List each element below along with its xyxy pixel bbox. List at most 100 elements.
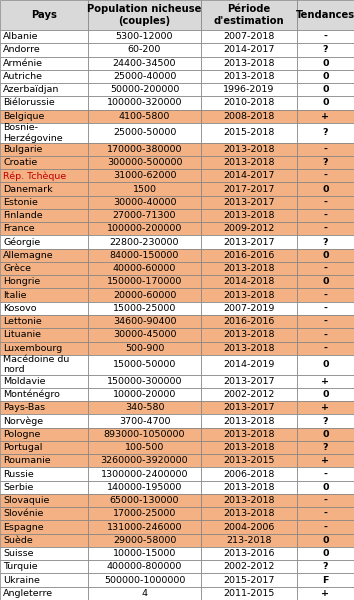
Text: Serbie: Serbie (3, 483, 33, 492)
Text: 0: 0 (322, 72, 329, 81)
Bar (0, 481, 88, 494)
Bar (201, 560, 297, 574)
Text: Andorre: Andorre (3, 46, 41, 55)
Text: 0: 0 (322, 483, 329, 492)
Text: 0: 0 (322, 251, 329, 260)
Bar (297, 494, 354, 507)
Bar (297, 302, 354, 315)
Bar (297, 520, 354, 534)
Text: -: - (324, 344, 327, 353)
Text: 150000-170000: 150000-170000 (107, 277, 182, 286)
Text: -: - (324, 509, 327, 518)
Bar (88, 494, 201, 507)
Bar (88, 289, 201, 302)
Bar (88, 196, 201, 209)
Text: 2013-2015: 2013-2015 (223, 457, 275, 466)
Text: -: - (324, 145, 327, 154)
Text: -: - (324, 172, 327, 181)
Text: Géorgie: Géorgie (3, 238, 40, 247)
Text: 4: 4 (142, 589, 148, 598)
Text: 22800-230000: 22800-230000 (110, 238, 179, 247)
Bar (297, 156, 354, 169)
Bar (297, 209, 354, 222)
Text: 2013-2018: 2013-2018 (223, 483, 275, 492)
Text: 24400-34500: 24400-34500 (113, 59, 176, 68)
Bar (297, 169, 354, 182)
Bar (201, 196, 297, 209)
Bar (88, 182, 201, 196)
Bar (88, 560, 201, 574)
Bar (88, 467, 201, 481)
Text: 100-500: 100-500 (125, 443, 164, 452)
Bar (88, 156, 201, 169)
Text: Biélorussie: Biélorussie (3, 98, 55, 107)
Bar (88, 0, 201, 30)
Text: Moldavie: Moldavie (3, 377, 46, 386)
Bar (88, 507, 201, 520)
Bar (88, 262, 201, 275)
Bar (201, 454, 297, 467)
Bar (88, 249, 201, 262)
Bar (201, 83, 297, 96)
Text: 5300-12000: 5300-12000 (116, 32, 173, 41)
Text: 2013-2018: 2013-2018 (223, 344, 275, 353)
Bar (0, 156, 88, 169)
Text: 2013-2018: 2013-2018 (223, 158, 275, 167)
Text: Angleterre: Angleterre (3, 589, 53, 598)
Bar (297, 481, 354, 494)
Bar (0, 43, 88, 56)
Bar (0, 169, 88, 182)
Bar (88, 401, 201, 415)
Text: +: + (321, 377, 330, 386)
Text: Italie: Italie (3, 290, 27, 299)
Bar (88, 374, 201, 388)
Text: 25000-50000: 25000-50000 (113, 128, 176, 137)
Bar (88, 222, 201, 235)
Bar (297, 196, 354, 209)
Bar (88, 481, 201, 494)
Bar (88, 56, 201, 70)
Bar (88, 30, 201, 43)
Bar (88, 70, 201, 83)
Bar (297, 341, 354, 355)
Bar (201, 388, 297, 401)
Bar (0, 560, 88, 574)
Bar (88, 441, 201, 454)
Bar (297, 143, 354, 156)
Text: 2013-2018: 2013-2018 (223, 72, 275, 81)
Text: Arménie: Arménie (3, 59, 43, 68)
Text: 30000-40000: 30000-40000 (113, 198, 176, 207)
Bar (88, 428, 201, 441)
Bar (88, 415, 201, 428)
Bar (201, 43, 297, 56)
Bar (201, 0, 297, 30)
Text: Finlande: Finlande (3, 211, 42, 220)
Bar (88, 574, 201, 587)
Bar (297, 275, 354, 289)
Text: Hongrie: Hongrie (3, 277, 40, 286)
Bar (201, 481, 297, 494)
Bar (297, 0, 354, 30)
Bar (297, 507, 354, 520)
Bar (88, 110, 201, 123)
Bar (201, 547, 297, 560)
Bar (297, 182, 354, 196)
Text: 2014-2019: 2014-2019 (223, 360, 275, 369)
Bar (297, 235, 354, 249)
Bar (201, 534, 297, 547)
Text: 893000-1050000: 893000-1050000 (104, 430, 185, 439)
Bar (0, 415, 88, 428)
Bar (201, 374, 297, 388)
Bar (88, 96, 201, 110)
Text: Grèce: Grèce (3, 264, 31, 273)
Text: Rép. Tchèque: Rép. Tchèque (3, 171, 66, 181)
Text: 2013-2017: 2013-2017 (223, 377, 275, 386)
Text: 2013-2017: 2013-2017 (223, 403, 275, 412)
Bar (201, 587, 297, 600)
Text: Albanie: Albanie (3, 32, 39, 41)
Text: Slovaquie: Slovaquie (3, 496, 49, 505)
Text: +: + (321, 112, 330, 121)
Bar (297, 574, 354, 587)
Bar (88, 587, 201, 600)
Bar (88, 209, 201, 222)
